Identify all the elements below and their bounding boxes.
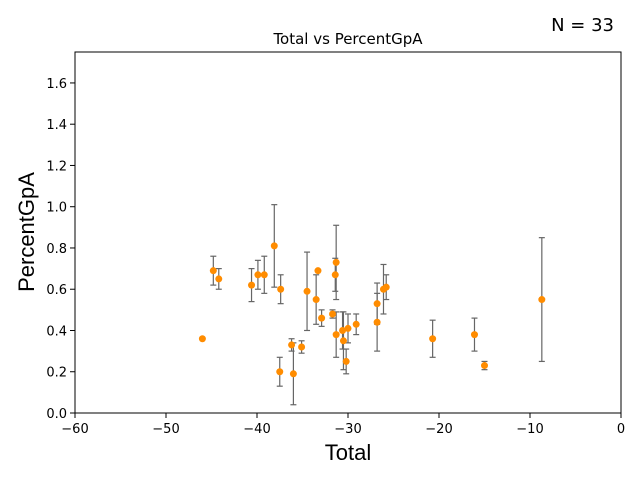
sample-count-annotation: N = 33 xyxy=(551,15,614,36)
data-point xyxy=(215,275,223,283)
y-tick-label: 0.2 xyxy=(46,366,67,381)
data-point xyxy=(339,337,347,345)
data-point xyxy=(481,362,488,370)
y-axis: 0.0 0.2 0.4 0.6 0.8 1.0 1.2 1.4 1.6 xyxy=(46,77,75,422)
x-tick-label: −30 xyxy=(334,422,361,437)
y-tick-label: 0.8 xyxy=(46,242,67,257)
data-point xyxy=(312,296,320,304)
x-tick-label: −20 xyxy=(425,422,452,437)
plot-area xyxy=(198,204,546,406)
data-point xyxy=(344,324,352,332)
data-point xyxy=(352,320,360,328)
x-tick-label: 0 xyxy=(617,422,625,437)
x-tick-label: −50 xyxy=(152,422,179,437)
data-point xyxy=(248,281,256,289)
x-tick-label: −60 xyxy=(61,422,88,437)
data-point xyxy=(276,368,284,376)
data-point xyxy=(314,267,322,275)
data-point xyxy=(332,331,340,339)
data-point xyxy=(298,343,306,351)
data-point xyxy=(342,357,350,365)
x-axis-label: Total xyxy=(325,440,371,465)
data-point xyxy=(303,287,311,295)
data-point xyxy=(209,267,217,275)
data-point xyxy=(288,341,296,349)
y-tick-label: 0.4 xyxy=(46,324,67,339)
data-point xyxy=(332,258,340,266)
data-point xyxy=(538,296,546,304)
data-point xyxy=(429,335,437,343)
data-point xyxy=(254,271,262,279)
data-point xyxy=(373,318,381,326)
x-axis: −60 −50 −40 −30 −20 −10 0 xyxy=(61,413,625,437)
chart-title: Total vs PercentGpA xyxy=(272,30,423,48)
y-tick-label: 0.6 xyxy=(46,283,67,298)
data-point xyxy=(277,285,285,293)
data-point xyxy=(382,283,390,291)
data-point xyxy=(198,335,206,343)
data-point xyxy=(260,271,268,279)
data-point xyxy=(318,314,326,322)
y-tick-label: 1.0 xyxy=(46,201,67,216)
y-axis-label: PercentGpA xyxy=(14,172,39,292)
y-tick-label: 0.0 xyxy=(46,407,67,422)
data-point xyxy=(339,326,347,334)
data-point xyxy=(329,310,337,318)
x-tick-label: −40 xyxy=(243,422,270,437)
y-tick-label: 1.4 xyxy=(46,118,67,133)
x-tick-label: −10 xyxy=(516,422,543,437)
y-tick-label: 1.2 xyxy=(46,159,67,174)
data-point xyxy=(373,300,381,308)
data-point xyxy=(470,331,478,339)
y-tick-label: 1.6 xyxy=(46,77,67,92)
data-point xyxy=(331,271,339,279)
data-point xyxy=(270,242,278,250)
data-point xyxy=(289,370,297,378)
